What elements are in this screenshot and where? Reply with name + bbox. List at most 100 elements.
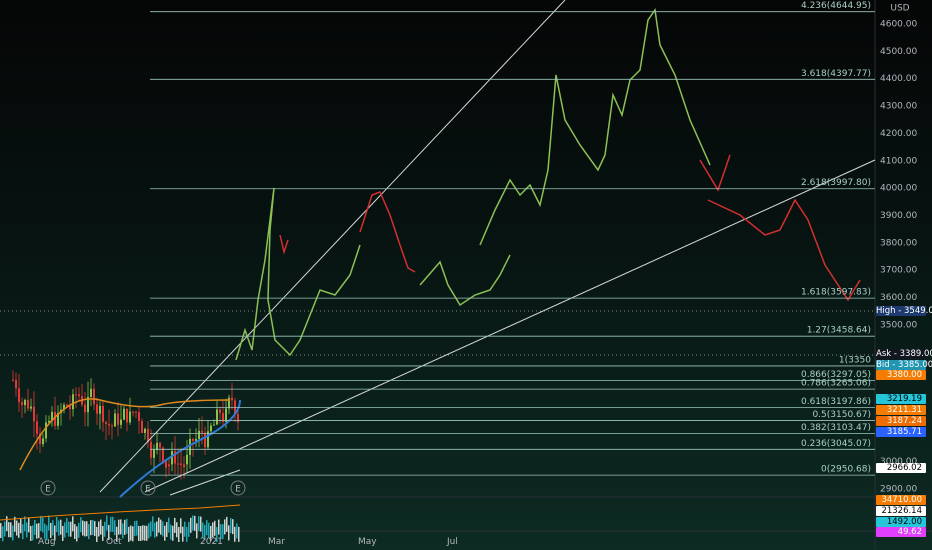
fib-label: 4.236(4644.95) <box>801 1 871 11</box>
volume-bar <box>14 516 16 532</box>
volume-bar <box>144 525 146 541</box>
volume-bar <box>148 523 150 539</box>
fib-label: 0.786(3265.06) <box>801 379 871 389</box>
candle-body <box>69 406 71 410</box>
price-tag: 3211.31 <box>876 405 926 415</box>
volume-bar <box>26 522 28 538</box>
volume-bar <box>216 526 218 542</box>
volume-bar <box>234 526 236 542</box>
volume-bar <box>174 517 176 533</box>
volume-bar <box>196 523 198 539</box>
candle-body <box>15 379 17 389</box>
volume-bar <box>238 526 240 542</box>
candle-body <box>87 396 89 413</box>
earnings-marker <box>140 480 156 496</box>
volume-bar <box>182 526 184 542</box>
moving-average <box>19 398 231 471</box>
volume-bar <box>82 520 84 536</box>
candle-body <box>213 424 215 426</box>
candle-body <box>111 425 113 427</box>
candle-body <box>153 450 155 458</box>
trend-line <box>144 159 876 493</box>
candle-body <box>165 461 167 468</box>
fib-label: 2.618(3997.80) <box>801 178 871 188</box>
price-axis-label: 2900.00 <box>880 485 917 495</box>
projection-path <box>359 191 416 273</box>
price-axis-label: 3000.00 <box>880 457 917 467</box>
candle-body <box>120 419 122 425</box>
volume-bar <box>132 526 134 542</box>
volume-bar <box>212 522 214 538</box>
volume-bar <box>214 520 216 536</box>
volume-bar <box>204 524 206 540</box>
volume-bar <box>166 521 168 537</box>
projection-path <box>235 187 361 361</box>
fib-label: 0.5(3150.67) <box>812 410 871 420</box>
time-axis-label: 2021 <box>200 537 223 547</box>
volume-bar <box>186 526 188 542</box>
candle-body <box>129 411 131 423</box>
volume-bar <box>108 524 110 540</box>
volume-bar <box>110 516 112 532</box>
volume-bar <box>90 520 92 536</box>
volume-bar <box>224 519 226 535</box>
candle-body <box>210 425 212 432</box>
earnings-label: E <box>45 485 51 495</box>
candle-body <box>195 439 197 441</box>
volume-bar <box>162 521 164 537</box>
volume-bar <box>194 515 196 531</box>
candle-body <box>99 405 101 414</box>
volume-bar <box>30 525 32 541</box>
volume-bar <box>154 522 156 538</box>
volume-bar <box>220 524 222 540</box>
volume-bar <box>106 515 108 531</box>
price-tag: 2966.02 <box>876 463 926 473</box>
volume-bar <box>158 517 160 533</box>
candle-body <box>39 433 41 445</box>
volume-bar <box>112 516 114 532</box>
volume-bar <box>10 522 12 538</box>
projection-path <box>279 234 289 255</box>
volume-bar <box>76 526 78 542</box>
volume-bar <box>86 521 88 537</box>
volume-bar <box>232 519 234 535</box>
volume-bar <box>12 525 14 541</box>
price-tag: 3380.00 <box>876 370 926 380</box>
volume-bar <box>228 525 230 541</box>
volume-bar <box>18 522 20 538</box>
volume-bar <box>62 525 64 541</box>
fib-label: 0.382(3103.47) <box>801 423 871 433</box>
volume-bar <box>56 517 58 533</box>
time-axis-label: Aug <box>38 537 56 547</box>
candle-body <box>171 451 173 465</box>
volume-bar <box>52 520 54 536</box>
volume-bar <box>54 525 56 541</box>
candle-body <box>21 402 23 406</box>
candle-body <box>192 438 194 441</box>
candle-body <box>33 406 35 422</box>
volume-bar <box>136 520 138 536</box>
volume-bar <box>78 522 80 538</box>
earnings-marker <box>230 480 246 496</box>
candle-body <box>90 388 92 397</box>
volume-bar <box>180 518 182 534</box>
volume-bar <box>176 522 178 538</box>
volume-bar <box>126 518 128 534</box>
volume-bar <box>70 521 72 537</box>
volume-bar <box>142 525 144 541</box>
candle-body <box>168 464 170 467</box>
candle-body <box>51 411 53 421</box>
volume-bar <box>32 525 34 541</box>
price-tag: 34710.00 <box>876 495 926 505</box>
candle-body <box>222 413 224 422</box>
volume-bar <box>134 521 136 537</box>
price-axis-label: 4600.00 <box>880 20 917 30</box>
price-tag: 21326.14 <box>876 506 926 516</box>
volume-bar <box>222 524 224 540</box>
volume-bar <box>64 522 66 538</box>
trend-line <box>99 0 566 493</box>
volume-bar <box>210 525 212 541</box>
moving-average <box>119 399 241 498</box>
candle-body <box>138 412 140 422</box>
candle-body <box>96 404 98 414</box>
